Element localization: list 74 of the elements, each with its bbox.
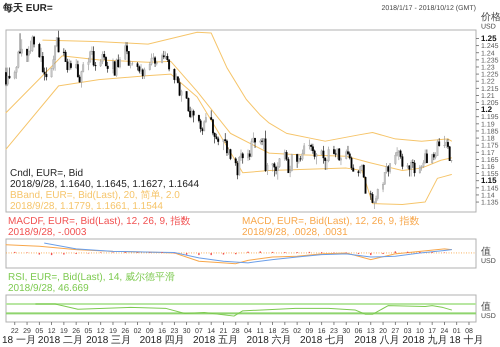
series-label: RSI, EUR=, Bid(Last), 14, 威尔德平滑 2018/9/28, 46.669 bbox=[8, 271, 175, 294]
text: 18 十月 bbox=[449, 334, 484, 346]
candlestick bbox=[116, 58, 118, 78]
candlestick bbox=[296, 153, 298, 168]
candlestick bbox=[338, 148, 340, 162]
text: 2018 六月 bbox=[246, 334, 292, 346]
candlestick bbox=[426, 149, 428, 164]
candlestick bbox=[315, 152, 318, 165]
candlestick bbox=[408, 164, 410, 177]
candlestick bbox=[75, 58, 78, 70]
candlestick bbox=[376, 188, 379, 201]
candlestick bbox=[180, 89, 182, 102]
text: 2018 二月 bbox=[38, 335, 83, 346]
series-label: MACD, EUR=, Bid(Last), 12, 26, 9, 指数 2018/9/28, .0028, .0031 bbox=[242, 215, 420, 238]
candlestick bbox=[8, 67, 10, 80]
candlestick bbox=[266, 162, 268, 176]
candlestick bbox=[45, 67, 48, 81]
candlestick bbox=[272, 162, 274, 172]
candlestick bbox=[370, 190, 372, 200]
candlestick bbox=[140, 64, 142, 74]
candlestick bbox=[424, 149, 426, 164]
line-series bbox=[42, 32, 452, 142]
text: 2018 三月 bbox=[86, 335, 132, 346]
candlestick bbox=[92, 46, 95, 67]
candlestick bbox=[276, 162, 279, 180]
candlestick bbox=[401, 153, 404, 170]
candlestick bbox=[200, 118, 202, 133]
candlestick bbox=[242, 152, 244, 164]
candlestick bbox=[6, 67, 9, 86]
text: BBand, EUR=, Bid(Last), 20, 简单, 2.0 2018/9/28, 1.1779, 1.1661, 1.1544 bbox=[10, 189, 180, 212]
y-tick-label: 1.2 bbox=[481, 105, 493, 114]
candlestick bbox=[114, 60, 116, 76]
candlestick bbox=[273, 162, 276, 177]
candlestick bbox=[436, 139, 438, 156]
candlestick bbox=[389, 162, 392, 174]
candlestick bbox=[230, 148, 232, 160]
candlestick bbox=[40, 47, 42, 62]
candlestick bbox=[347, 146, 349, 156]
candlestick bbox=[26, 48, 28, 62]
text: 2018 九月 bbox=[402, 334, 448, 346]
candlestick bbox=[192, 109, 195, 123]
candlestick bbox=[394, 152, 396, 166]
candlestick bbox=[161, 53, 164, 64]
candlestick bbox=[345, 149, 348, 160]
candlestick bbox=[144, 67, 146, 80]
candlestick bbox=[358, 170, 360, 177]
candlestick bbox=[387, 164, 390, 177]
y-tick-label: 1.25 bbox=[481, 34, 498, 44]
text: 2018 七月 bbox=[300, 334, 346, 346]
candlestick bbox=[33, 36, 36, 48]
text: 18 一月 bbox=[2, 335, 36, 346]
candlestick bbox=[340, 156, 342, 166]
candlestick bbox=[31, 35, 34, 52]
candlestick bbox=[130, 60, 132, 69]
candlestick bbox=[372, 192, 374, 204]
candlestick bbox=[19, 32, 21, 54]
text: 2018 五月 bbox=[193, 335, 238, 346]
legend-title: Cndl, EUR=, Bid 2018/9/28, 1.1640, 1.1645, 1.1627, 1.1644 bbox=[10, 168, 200, 190]
candlestick bbox=[119, 56, 121, 69]
candlestick bbox=[450, 160, 452, 163]
candlestick bbox=[361, 164, 363, 172]
chart-title: 每天 EUR= bbox=[2, 2, 53, 14]
candlestick bbox=[247, 149, 249, 162]
series-label: MACDF, EUR=, Bid(Last), 12, 26, 9, 指数 2018/9/28, -.0003 bbox=[8, 215, 191, 238]
text: 2018 八月 bbox=[354, 335, 400, 346]
candlestick bbox=[222, 139, 224, 150]
candlestick bbox=[178, 78, 181, 96]
candlestick bbox=[254, 138, 256, 148]
candlestick bbox=[136, 62, 138, 71]
candlestick bbox=[58, 30, 60, 53]
y-tick-label: 1.15 bbox=[481, 176, 498, 186]
candlestick bbox=[142, 68, 144, 80]
text: 2018 四月 bbox=[140, 335, 185, 346]
candlestick bbox=[190, 108, 193, 118]
